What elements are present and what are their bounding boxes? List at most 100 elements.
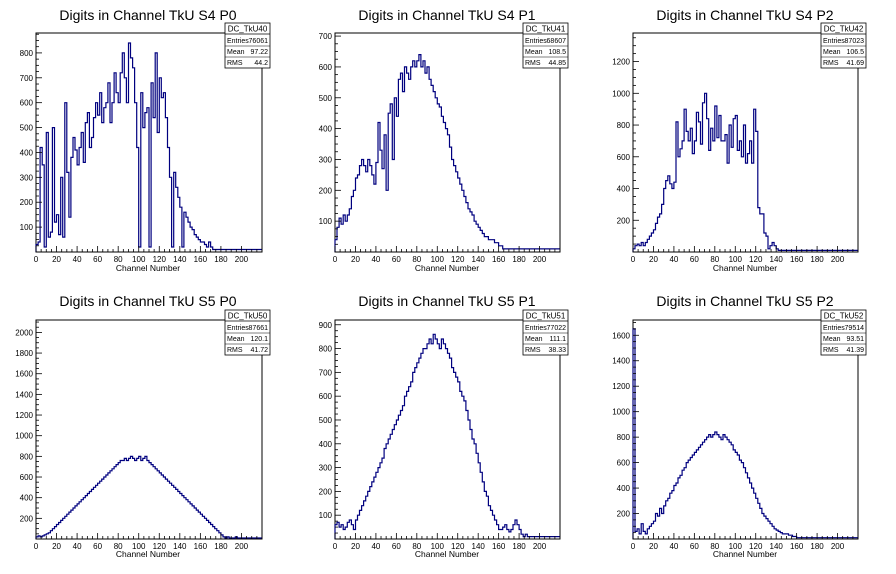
x-tick-label: 140 — [770, 255, 784, 264]
stats-name: DC_TkU41 — [526, 25, 566, 34]
x-tick-label: 140 — [472, 542, 486, 551]
x-tick-label: 180 — [810, 542, 824, 551]
y-tick-label: 1000 — [15, 432, 33, 441]
stats-name: DC_TkU50 — [228, 312, 268, 321]
y-tick-label: 800 — [617, 121, 631, 130]
y-tick-label: 400 — [319, 125, 333, 134]
stats-value: 87661 — [249, 325, 269, 332]
histogram-line — [35, 42, 262, 252]
y-tick-label: 700 — [319, 32, 333, 41]
x-tick-label: 200 — [831, 542, 845, 551]
y-tick-label: 600 — [617, 153, 631, 162]
x-tick-label: 120 — [749, 542, 763, 551]
x-tick-label: 0 — [34, 255, 39, 264]
y-tick-label: 200 — [617, 510, 631, 519]
histogram-line — [632, 328, 858, 539]
x-tick-label: 140 — [770, 542, 784, 551]
stats-value: 38.33 — [548, 347, 566, 354]
x-tick-label: 180 — [512, 255, 526, 264]
y-tick-label: 300 — [20, 173, 34, 182]
stats-name: DC_TkU42 — [824, 25, 864, 34]
stats-name: DC_TkU52 — [824, 312, 864, 321]
x-tick-label: 20 — [351, 255, 360, 264]
x-tick-label: 140 — [173, 255, 187, 264]
x-tick-label: 60 — [93, 255, 102, 264]
stats-label: RMS — [227, 60, 243, 67]
y-tick-label: 200 — [617, 216, 631, 225]
x-tick-label: 60 — [93, 542, 102, 551]
x-tick-label: 200 — [533, 542, 547, 551]
y-tick-label: 700 — [20, 74, 34, 83]
x-tick-label: 200 — [235, 255, 249, 264]
histogram-panel: Digits in Channel TkU S4 P1 0 20 40 60 80 100 1… — [319, 7, 569, 273]
stats-label: RMS — [823, 60, 839, 67]
x-tick-label: 100 — [132, 542, 146, 551]
x-tick-label: 180 — [214, 255, 228, 264]
x-tick-label: 20 — [52, 255, 61, 264]
y-tick-label: 200 — [319, 487, 333, 496]
x-tick-label: 160 — [790, 255, 804, 264]
stats-value: 41.69 — [846, 60, 864, 67]
y-tick-label: 500 — [319, 94, 333, 103]
x-tick-label: 60 — [690, 542, 699, 551]
chart-title: Digits in Channel TkU S5 P1 — [358, 293, 535, 309]
stats-label: Entries — [227, 38, 249, 45]
chart-title: Digits in Channel TkU S4 P0 — [59, 7, 236, 23]
y-tick-label: 300 — [319, 464, 333, 473]
x-tick-label: 60 — [690, 255, 699, 264]
y-tick-label: 1200 — [15, 411, 33, 420]
stats-box: DC_TkU41 Entries 68607 Mean 108.5 RMS 44.85 — [522, 22, 569, 69]
histogram-panel: Digits in Channel TkU S5 P0 0 20 40 60 80 100 1… — [15, 293, 271, 559]
x-tick-label: 80 — [412, 542, 421, 551]
x-tick-label: 200 — [533, 255, 547, 264]
x-tick-label: 120 — [153, 255, 167, 264]
x-tick-label: 40 — [371, 542, 380, 551]
y-tick-label: 1200 — [612, 58, 630, 67]
stats-label: Entries — [525, 38, 547, 45]
x-tick-label: 180 — [810, 255, 824, 264]
stats-name: DC_TkU40 — [228, 25, 268, 34]
stats-label: RMS — [525, 60, 541, 67]
chart-title: Digits in Channel TkU S5 P2 — [656, 293, 833, 309]
histogram-line — [334, 54, 560, 252]
stats-name: DC_TkU51 — [526, 312, 566, 321]
y-tick-label: 100 — [319, 511, 333, 520]
chart-title: Digits in Channel TkU S4 P1 — [358, 7, 535, 23]
x-tick-label: 200 — [831, 255, 845, 264]
histogram-panel: Digits in Channel TkU S4 P2 0 20 40 60 80 100 1… — [612, 7, 867, 273]
x-tick-label: 120 — [451, 542, 465, 551]
x-tick-label: 140 — [472, 255, 486, 264]
y-tick-label: 1400 — [612, 357, 630, 366]
stats-box: DC_TkU52 Entries 79514 Mean 93.51 RMS 41.39 — [820, 309, 867, 356]
x-tick-label: 0 — [34, 542, 39, 551]
y-tick-label: 100 — [319, 217, 333, 226]
y-tick-label: 400 — [617, 484, 631, 493]
y-tick-label: 1000 — [612, 89, 630, 98]
x-axis-label: Channel Number — [415, 263, 479, 273]
x-tick-label: 100 — [729, 542, 743, 551]
y-tick-label: 300 — [319, 155, 333, 164]
histogram-panel: Digits in Channel TkU S5 P2 0 20 40 60 80 100 1… — [612, 293, 867, 559]
x-tick-label: 100 — [431, 542, 445, 551]
y-tick-label: 400 — [20, 148, 34, 157]
stats-value: 44.85 — [548, 60, 566, 67]
y-tick-label: 1600 — [612, 331, 630, 340]
stats-value: 41.39 — [846, 347, 864, 354]
x-tick-label: 40 — [371, 255, 380, 264]
y-tick-label: 800 — [617, 433, 631, 442]
x-tick-label: 100 — [431, 255, 445, 264]
x-axis-label: Channel Number — [713, 263, 777, 273]
x-tick-label: 40 — [669, 255, 678, 264]
x-tick-label: 80 — [412, 255, 421, 264]
histogram-panel: Digits in Channel TkU S5 P1 0 20 40 60 80 100 1… — [319, 293, 569, 559]
stats-value: 68607 — [547, 38, 567, 45]
x-tick-label: 200 — [235, 542, 249, 551]
stats-label: Mean — [823, 49, 841, 56]
x-axis-label: Channel Number — [116, 263, 180, 273]
x-tick-label: 0 — [333, 542, 338, 551]
y-tick-label: 700 — [319, 368, 333, 377]
stats-box: DC_TkU40 Entries 76061 Mean 97.22 RMS 44.2 — [224, 22, 271, 69]
x-tick-label: 100 — [132, 255, 146, 264]
stats-label: Entries — [823, 38, 845, 45]
stats-value: 106.5 — [846, 49, 864, 56]
